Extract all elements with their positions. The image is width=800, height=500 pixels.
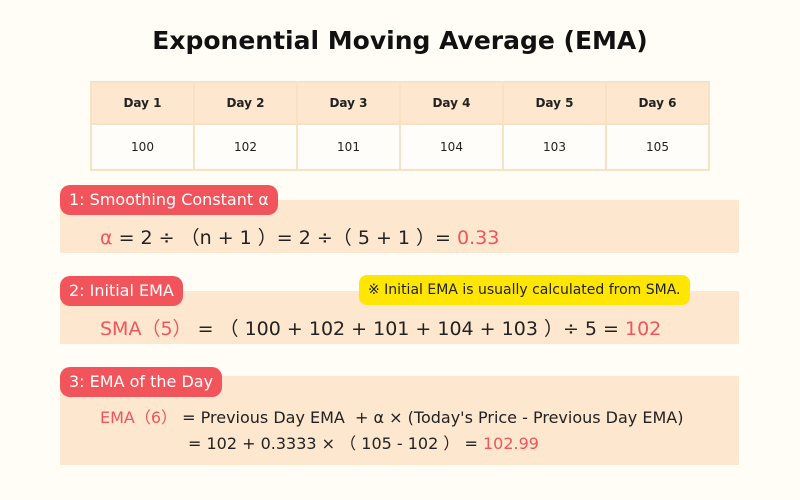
section-1-expression: = 2 ÷ （n + 1 ）= 2 ÷（ 5 + 1 ）= (118, 227, 458, 249)
section-1-label: 1: Smoothing Constant α (60, 185, 278, 215)
table-cell-day-2: 102 (193, 123, 298, 171)
section-1-result: 0.33 (457, 227, 500, 249)
table-header-day-3: Day 3 (296, 81, 401, 125)
table-cell-day-1: 100 (90, 123, 195, 171)
table-cell-day-5: 103 (502, 123, 607, 171)
section-2-expression: = （ 100 + 102 + 101 + 104 + 103 ）÷ 5 = (191, 318, 625, 340)
price-table: Day 1 Day 2 Day 3 Day 4 Day 5 Day 6 100 … (90, 81, 710, 171)
table-cell-day-3: 101 (296, 123, 401, 171)
section-3-formula-line-2: = 102 + 0.3333 × （ 105 - 102 ） = 102.99 (188, 430, 539, 454)
table-header-day-6: Day 6 (605, 81, 710, 125)
section-3-expression-1: = Previous Day EMA + α × (Today's Price … (177, 408, 684, 427)
sma-note: ※ Initial EMA is usually calculated from… (359, 275, 690, 305)
section-1-formula: α = 2 ÷ （n + 1 ）= 2 ÷（ 5 + 1 ）= 0.33 (100, 223, 499, 250)
table-row: 100 102 101 104 103 105 (90, 123, 710, 171)
section-3-lhs: EMA（6） (100, 408, 178, 427)
section-3-result: 102.99 (482, 434, 539, 453)
page-title: Exponential Moving Average (EMA) (152, 26, 648, 55)
section-2-result: 102 (625, 318, 662, 340)
section-3-formula-line-1: EMA（6） = Previous Day EMA + α × (Today's… (100, 404, 683, 428)
table-cell-day-4: 104 (399, 123, 504, 171)
section-3-expression-2: = 102 + 0.3333 × （ 105 - 102 ） = (188, 434, 483, 453)
section-2-lhs: SMA（5） (100, 318, 192, 340)
table-header-day-2: Day 2 (193, 81, 298, 125)
section-1-lhs: α (100, 227, 113, 249)
section-2-label: 2: Initial EMA (60, 276, 183, 306)
table-header-row: Day 1 Day 2 Day 3 Day 4 Day 5 Day 6 (90, 81, 710, 125)
table-header-day-5: Day 5 (502, 81, 607, 125)
section-3-label: 3: EMA of the Day (60, 367, 223, 397)
table-header-day-1: Day 1 (90, 81, 195, 125)
section-2-formula: SMA（5） = （ 100 + 102 + 101 + 104 + 103 ）… (100, 314, 661, 341)
table-cell-day-6: 105 (605, 123, 710, 171)
table-header-day-4: Day 4 (399, 81, 504, 125)
